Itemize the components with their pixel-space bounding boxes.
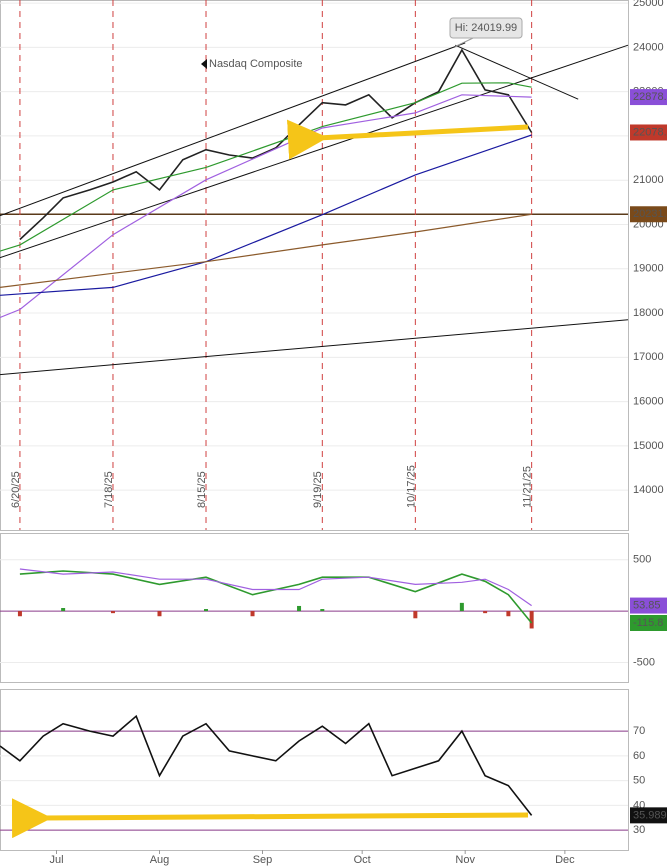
x-tick-label: Dec — [555, 854, 575, 866]
series-line — [19, 48, 533, 241]
histogram-bar — [320, 609, 325, 612]
last-value-box — [630, 89, 667, 106]
high-leader — [455, 36, 476, 47]
event-label: 9/19/25 — [312, 471, 324, 508]
high-label: Hi: 24019.99 — [455, 22, 517, 34]
y-tick-label: 60 — [633, 750, 645, 762]
panel — [0, 689, 629, 851]
event-label: 11/21/25 — [522, 466, 534, 508]
histogram-bar — [61, 608, 66, 612]
event-label: 6/20/25 — [10, 471, 22, 508]
trend-line — [0, 42, 466, 217]
y-tick-label: -500 — [633, 656, 655, 668]
last-value-box — [630, 206, 667, 223]
chart-title: Nasdaq Composite — [209, 58, 303, 70]
y-tick-label: 24000 — [633, 41, 664, 53]
histogram-bar — [204, 609, 209, 612]
histogram-bar — [413, 611, 418, 619]
y-tick-label: 15000 — [633, 440, 664, 452]
panel — [0, 0, 629, 531]
y-tick-label: 17000 — [633, 351, 664, 363]
last-value-label: 22078. — [633, 126, 667, 138]
y-tick-label: 30 — [633, 824, 645, 836]
y-tick-label: 500 — [633, 554, 651, 566]
event-label: 10/17/25 — [405, 465, 417, 508]
annotation-arrow — [11, 798, 529, 839]
histogram-bar — [506, 611, 511, 617]
trend-line — [0, 319, 629, 376]
last-value-box — [630, 614, 667, 631]
x-tick-label: Nov — [455, 854, 475, 866]
trend-line — [454, 44, 579, 100]
histogram-bar — [157, 611, 162, 617]
x-tick-label: Jul — [49, 854, 63, 866]
histogram-bar — [17, 611, 22, 617]
x-tick-label: Aug — [150, 854, 170, 866]
last-value-label: 22878. — [633, 91, 667, 103]
series-line — [19, 568, 532, 607]
histogram-bar — [110, 611, 115, 614]
annotation-arrow — [286, 119, 529, 160]
series-line — [0, 714, 533, 816]
y-tick-label: 25000 — [633, 0, 664, 9]
last-value-label: 53.85 — [633, 599, 661, 611]
series-line — [0, 213, 532, 288]
x-tick-label: Oct — [354, 854, 371, 866]
y-tick-label: 70 — [633, 725, 645, 737]
y-tick-label: 18000 — [633, 307, 664, 319]
y-tick-label: 16000 — [633, 396, 664, 408]
last-value-box — [630, 597, 667, 614]
event-label: 8/15/25 — [196, 471, 208, 508]
last-value-box — [630, 124, 667, 141]
event-label: 7/18/25 — [103, 471, 115, 508]
high-box — [449, 17, 523, 39]
last-value-label: -115.8 — [633, 617, 663, 629]
series-line — [0, 94, 532, 319]
panel — [0, 533, 629, 683]
title-icon — [201, 59, 207, 69]
histogram-bar — [297, 605, 302, 612]
y-tick-label: 19000 — [633, 263, 664, 275]
x-tick-label: Sep — [253, 854, 273, 866]
histogram-bar — [483, 611, 488, 614]
y-tick-label: 21000 — [633, 174, 664, 186]
last-value-label: 20231. — [633, 208, 667, 220]
series-line — [0, 134, 532, 296]
last-value-label: 35.989 — [633, 809, 667, 821]
histogram-bar — [250, 611, 255, 617]
y-tick-label: 50 — [633, 775, 645, 787]
histogram-bar — [529, 611, 534, 629]
histogram-bar — [459, 602, 464, 612]
last-value-box — [630, 807, 667, 824]
y-tick-label: 14000 — [633, 484, 664, 496]
